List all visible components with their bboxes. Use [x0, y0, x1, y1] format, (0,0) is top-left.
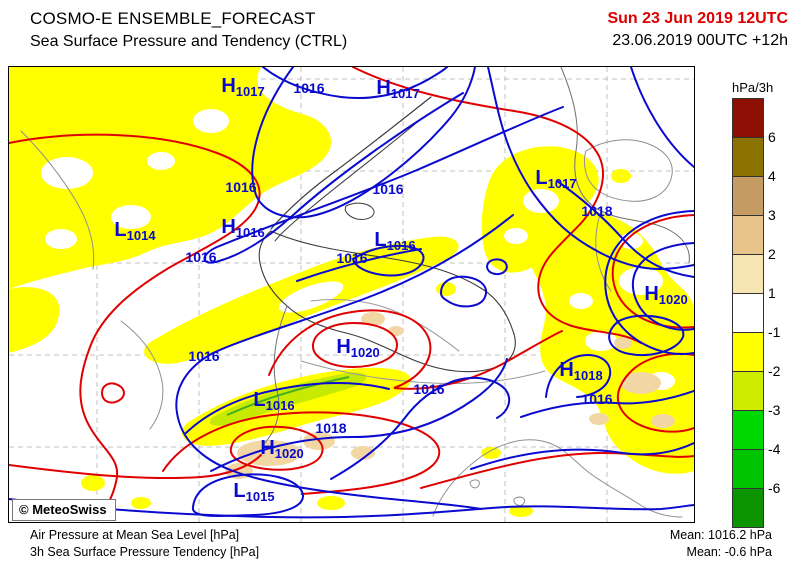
- blue-isobar-lines: [9, 67, 694, 519]
- positive-tendency-patches: [225, 312, 675, 479]
- pressure-center-label: H1020: [336, 336, 380, 360]
- legend-tick: 6: [768, 129, 776, 145]
- isobar-value-label: 1016: [293, 80, 325, 96]
- forecast-map: H1017 1016 H1017 1016 1016 L1014 H1016 1016 1016…: [8, 66, 695, 523]
- isobar-value-label: 1016: [581, 391, 613, 407]
- legend-swatch: [733, 489, 763, 527]
- header-left: COSMO-E ENSEMBLE_FORECAST Sea Surface Pr…: [30, 8, 347, 53]
- legend-tick: 3: [768, 207, 776, 223]
- pressure-center-label: L1016: [253, 389, 295, 413]
- valid-time: Sun 23 Jun 2019 12UTC: [607, 10, 788, 27]
- isobar-value-label: 1016: [336, 250, 368, 266]
- legend-tick: -2: [768, 363, 781, 379]
- pressure-center-label: H1017: [376, 77, 420, 101]
- legend-swatch: [733, 138, 763, 177]
- legend-tick: 4: [768, 168, 776, 184]
- tendency-legend: hPa/3h 6 4 3 2 1 -1 -2 -3 -4 -6: [732, 80, 798, 528]
- pressure-center-label: H1016: [221, 216, 265, 240]
- header-right: Sun 23 Jun 2019 12UTC 23.06.2019 00UTC +…: [607, 8, 788, 53]
- legend-swatch: [733, 372, 763, 411]
- isobar-value-label: 1018: [581, 203, 613, 219]
- pressure-center-label: H1018: [559, 359, 603, 383]
- isobar-value-label: 1016: [413, 381, 445, 397]
- pressure-center-label: H1020: [260, 437, 304, 461]
- legend-tick: 2: [768, 246, 776, 262]
- meteoswiss-attribution: © MeteoSwiss: [12, 499, 116, 521]
- footer-left: Air Pressure at Mean Sea Level [hPa] 3h …: [30, 527, 259, 560]
- legend-tick: -1: [768, 324, 781, 340]
- isobar-value-label: 1016: [225, 179, 257, 195]
- pressure-center-label: L1014: [114, 219, 156, 243]
- pressure-center-label: L1017: [535, 167, 577, 191]
- legend-swatch: [733, 177, 763, 216]
- legend-tick: -6: [768, 480, 781, 496]
- pressure-center-label: H1020: [644, 283, 688, 307]
- legend-title: hPa/3h: [732, 80, 774, 95]
- footer-line2: 3h Sea Surface Pressure Tendency [hPa]: [30, 544, 260, 559]
- green-tendency-band: [209, 372, 367, 426]
- isobar-value-label: 1018: [315, 420, 347, 436]
- legend-tick: 1: [768, 285, 776, 301]
- country-borders: [20, 67, 690, 518]
- legend-swatch: [733, 411, 763, 450]
- mean-tendency: Mean: -0.6 hPa: [686, 544, 772, 559]
- legend-swatch: [733, 333, 763, 372]
- isobar-value-label: 1016: [372, 181, 404, 197]
- footer-line1: Air Pressure at Mean Sea Level [hPa]: [30, 528, 240, 542]
- mean-pressure: Mean: 1016.2 hPa: [669, 528, 772, 542]
- weather-map-svg: [9, 67, 694, 522]
- pressure-center-label: H1017: [221, 75, 265, 99]
- page-title: COSMO-E ENSEMBLE_FORECAST: [30, 9, 316, 28]
- pressure-labels-layer: H1017 1016 H1017 1016 1016 L1014 H1016 1016 1016…: [9, 67, 694, 522]
- legend-tick: -4: [768, 441, 781, 457]
- pressure-center-label: L1015: [233, 480, 275, 504]
- legend-swatch: [733, 216, 763, 255]
- legend-swatch: [733, 255, 763, 294]
- legend-swatch: [733, 99, 763, 138]
- legend-swatch: [733, 294, 763, 333]
- legend-colorbar: [732, 98, 764, 528]
- isobar-value-label: 1016: [188, 348, 220, 364]
- legend-swatch: [733, 450, 763, 489]
- isobar-value-label: 1016: [185, 249, 217, 265]
- pressure-center-label: L1016: [374, 229, 416, 253]
- page-subtitle: Sea Surface Pressure and Tendency (CTRL): [30, 32, 348, 50]
- footer-right: Mean: 1016.2 hPa Mean: -0.6 hPa: [670, 527, 772, 560]
- legend-tick: -3: [768, 402, 781, 418]
- run-time: 23.06.2019 00UTC +12h: [612, 32, 788, 50]
